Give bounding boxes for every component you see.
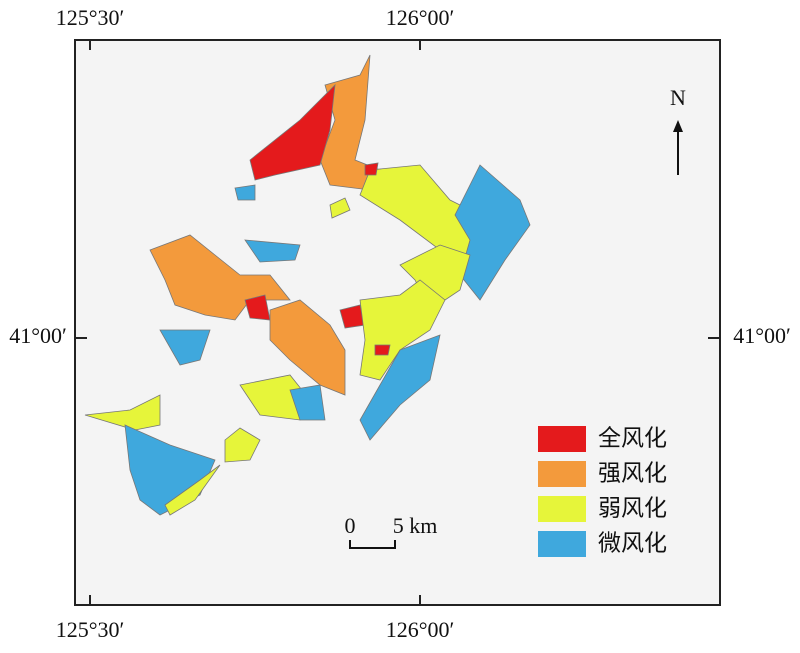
legend-label: 弱风化 <box>598 495 667 520</box>
north-label: N <box>670 85 686 110</box>
weathering-zones <box>84 54 531 516</box>
legend-label: 微风化 <box>598 530 667 555</box>
graticule-ticks <box>75 40 720 605</box>
lon-label: 126°00′ <box>386 617 455 642</box>
lon-label: 125°30′ <box>56 617 125 642</box>
lon-label: 125°30′ <box>56 5 125 30</box>
scale-start: 0 <box>345 513 356 538</box>
legend-swatch <box>538 461 586 487</box>
lat-label: 41°00′ <box>9 323 67 348</box>
scale-end: 5 km <box>393 513 438 538</box>
lat-label: 41°00′ <box>733 323 791 348</box>
legend-label: 全风化 <box>598 425 667 450</box>
legend: 全风化 强风化 弱风化 微风化 <box>538 425 667 557</box>
legend-label: 强风化 <box>598 460 667 485</box>
legend-swatch <box>538 426 586 452</box>
north-arrow: N <box>670 85 686 175</box>
legend-swatch <box>538 496 586 522</box>
scale-bar: 0 5 km <box>345 513 438 549</box>
lon-label: 126°00′ <box>386 5 455 30</box>
legend-swatch <box>538 531 586 557</box>
